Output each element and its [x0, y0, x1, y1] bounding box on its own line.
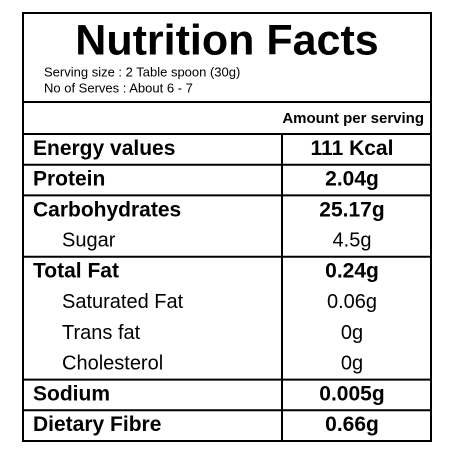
row-label: Protein [33, 168, 105, 191]
row-value: 25.17g [319, 198, 384, 221]
row-value: 0.66g [325, 413, 379, 436]
row-label: Sugar [62, 230, 116, 252]
row-label: Dietary Fibre [33, 413, 161, 436]
row-value: 0g [341, 353, 363, 375]
row-label: Saturated Fat [62, 291, 184, 313]
row-value: 2.04g [325, 168, 379, 191]
row-value: 4.5g [333, 230, 372, 252]
row-value: 0.005g [319, 382, 384, 405]
serves: No of Serves : About 6 - 7 [44, 80, 193, 95]
column-header: Amount per serving [282, 110, 424, 127]
row-label: Trans fat [62, 322, 141, 344]
serving-size: Serving size : 2 Table spoon (30g) [44, 64, 240, 79]
row-value: 0g [341, 322, 363, 344]
row-label: Cholesterol [62, 353, 163, 375]
row-label: Carbohydrates [33, 198, 181, 221]
row-label: Sodium [33, 382, 110, 405]
row-value: 111 Kcal [311, 137, 394, 160]
label-border [22, 12, 432, 442]
row-label: Total Fat [33, 260, 119, 283]
title: Nutrition Facts [75, 16, 378, 64]
row-label: Energy values [33, 137, 175, 160]
row-value: 0.06g [327, 291, 377, 313]
row-value: 0.24g [325, 260, 379, 283]
